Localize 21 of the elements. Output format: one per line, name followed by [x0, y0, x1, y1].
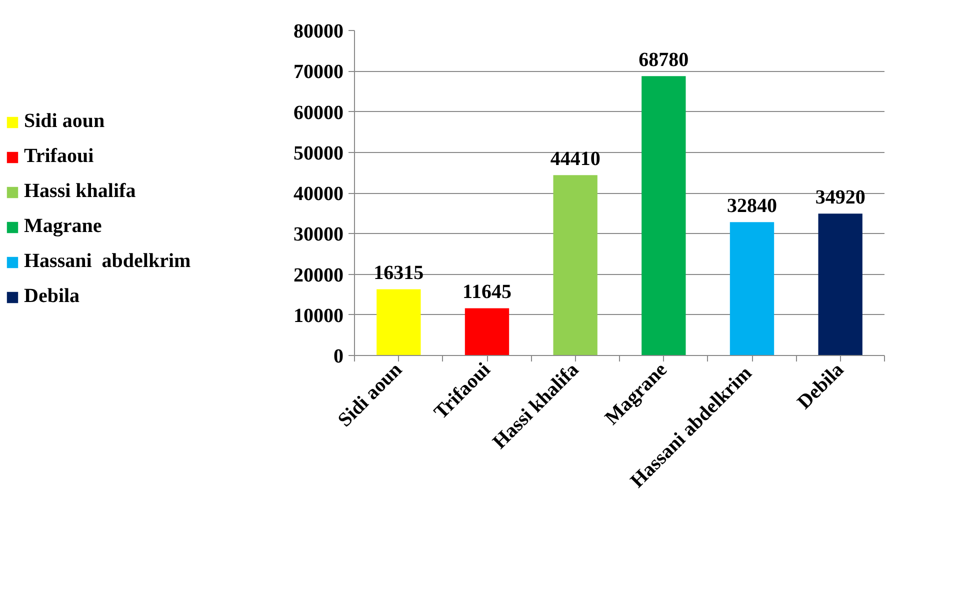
data-label: 16315	[374, 262, 424, 284]
y-tick-label: 30000	[294, 224, 344, 246]
y-tick-label: 10000	[294, 304, 344, 327]
data-label: 32840	[727, 195, 777, 218]
data-label: 44410	[550, 148, 600, 170]
y-tick-label: 60000	[294, 102, 344, 124]
data-label: 68780	[638, 49, 689, 72]
y-tick-label: 80000	[294, 20, 344, 42]
legend-label: Trifaoui	[24, 145, 94, 168]
legend-label: Hassi khalifa	[24, 180, 136, 203]
y-tick-label: 0	[334, 346, 344, 368]
legend-label: Hassani abdelkrim	[24, 250, 191, 273]
legend-label: Debila	[24, 285, 80, 308]
data-label: 34920	[815, 186, 866, 209]
legend-label: Sidi aoun	[24, 110, 105, 133]
y-tick-label: 20000	[294, 264, 344, 286]
data-label: 11645	[462, 281, 512, 304]
y-tick-label: 50000	[294, 142, 344, 164]
y-tick-label: 40000	[294, 183, 344, 205]
y-tick-label: 70000	[294, 61, 344, 84]
legend-label: Magrane	[24, 215, 102, 238]
